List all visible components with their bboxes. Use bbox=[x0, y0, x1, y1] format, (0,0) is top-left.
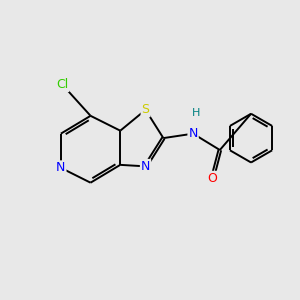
Text: N: N bbox=[188, 127, 198, 140]
Text: S: S bbox=[142, 103, 149, 116]
Text: H: H bbox=[192, 108, 200, 118]
Text: N: N bbox=[141, 160, 150, 173]
Text: O: O bbox=[208, 172, 218, 185]
Text: Cl: Cl bbox=[56, 78, 68, 91]
Text: N: N bbox=[56, 161, 65, 174]
